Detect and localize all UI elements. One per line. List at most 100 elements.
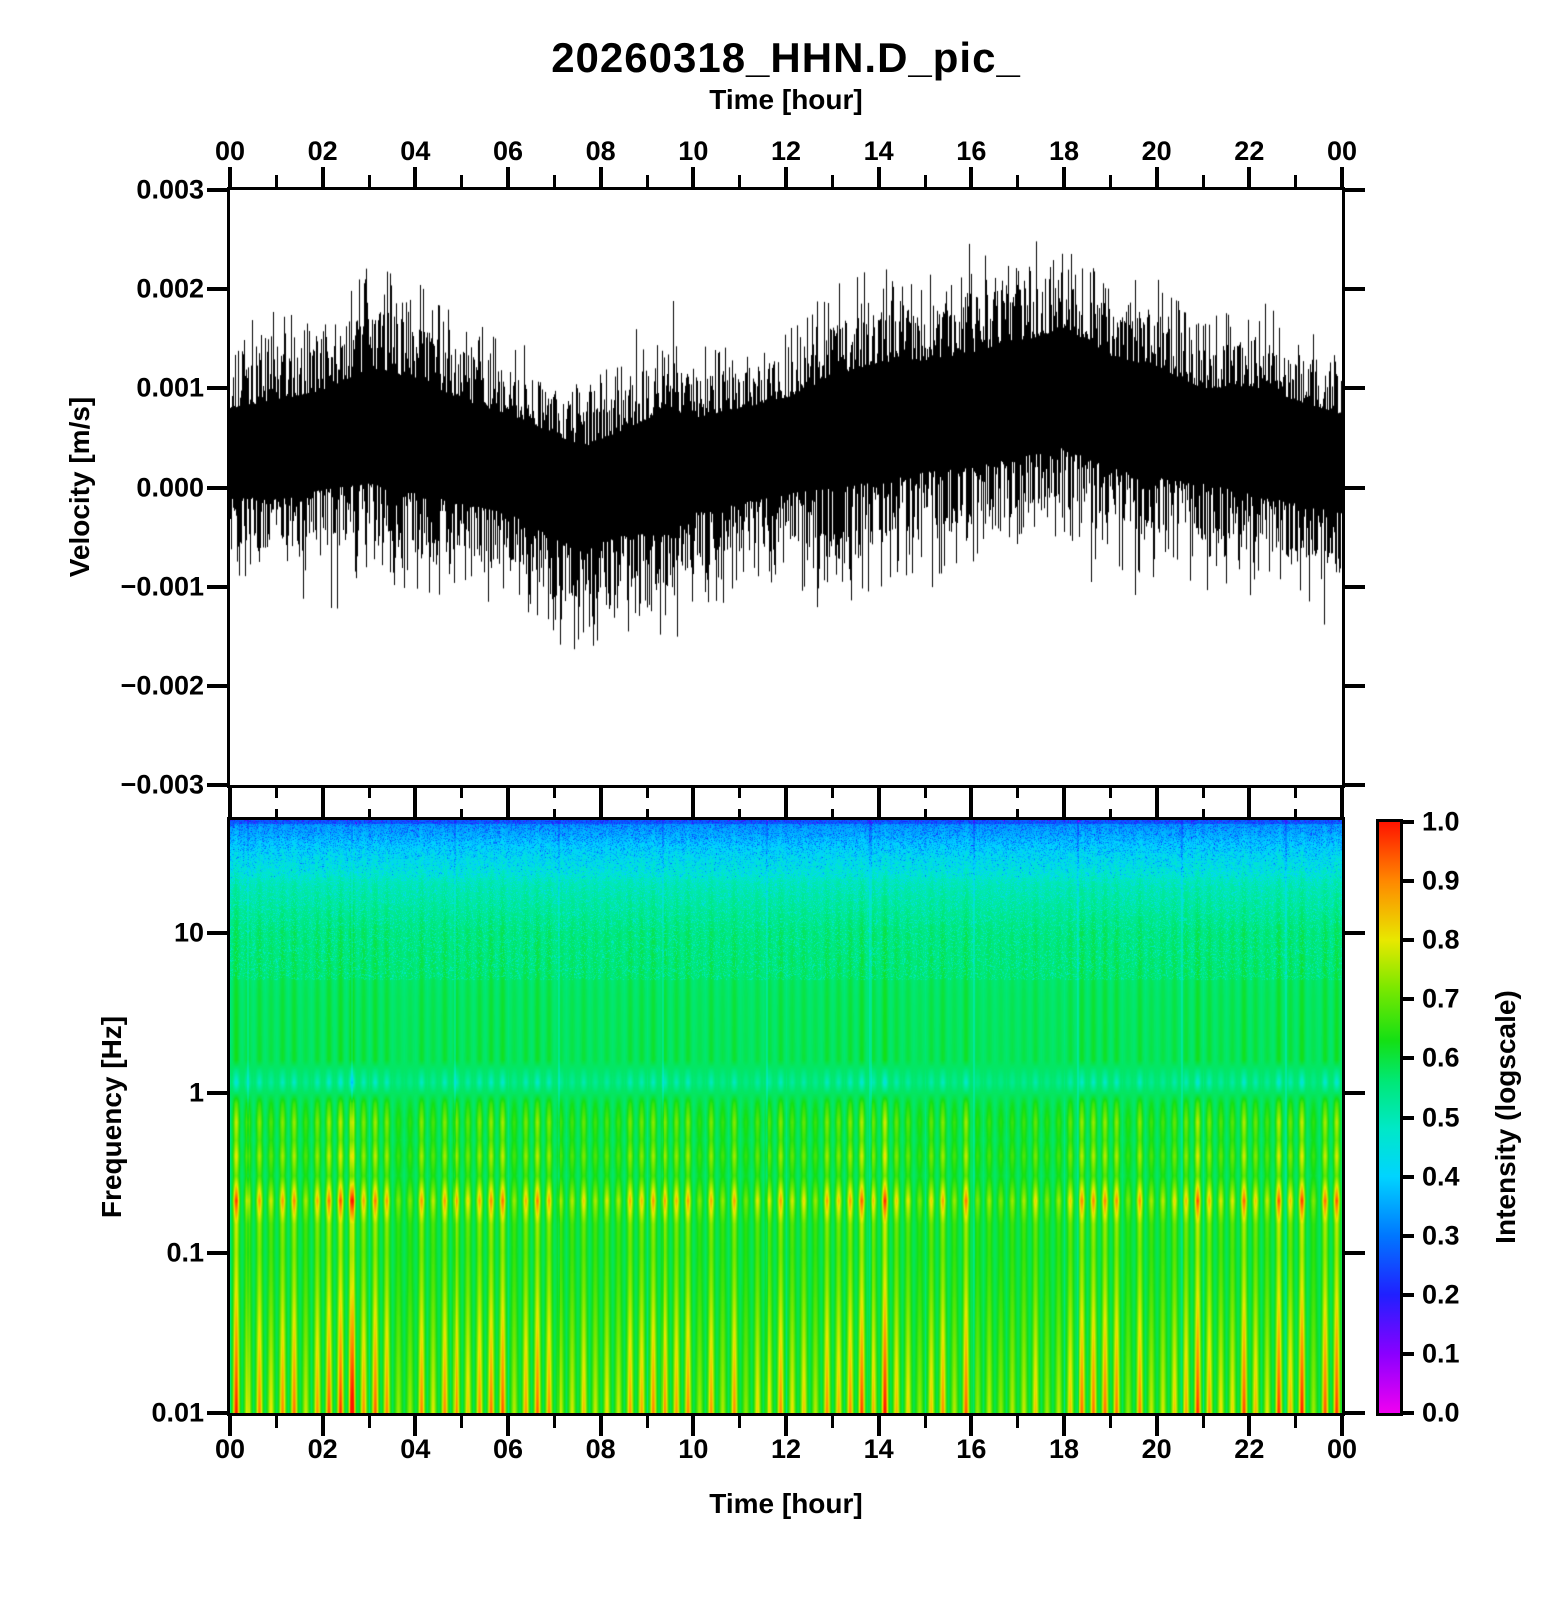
top-axis-major-tick (320, 167, 325, 187)
waveform-y-tick-label: −0.002 (120, 670, 204, 701)
top-axis-major-tick (1340, 167, 1344, 187)
waveform-y-tick-label: 0.000 (136, 472, 204, 502)
top-axis-major-tick (691, 167, 696, 187)
waveform-right-major-tick (1345, 287, 1365, 292)
spectrogram-top-major-tick (784, 804, 788, 817)
waveform-bottom-major-tick (320, 788, 325, 806)
waveform-right-major-tick (1345, 683, 1365, 688)
spectrogram-y-tick-label: 10 (173, 917, 204, 948)
colorbar-tick-label: 0.6 (1422, 1042, 1460, 1073)
spectrogram-bottom-major-tick (1340, 1416, 1344, 1436)
colorbar (1376, 819, 1403, 1416)
spectrogram-bottom-major-tick (413, 1416, 418, 1436)
spectrogram-y-axis-title: Frequency [Hz] (96, 1015, 127, 1219)
waveform-y-tick-label: 0.001 (136, 372, 204, 403)
colorbar-tick-label: 1.0 (1422, 806, 1460, 837)
waveform-bottom-minor-tick (1201, 788, 1205, 798)
waveform-bottom-major-tick (1340, 788, 1344, 806)
colorbar-tick (1400, 1351, 1414, 1356)
spectrogram-bottom-major-tick (506, 1416, 510, 1436)
bottom-axis-tick-label: 12 (770, 1434, 802, 1464)
bottom-axis-tick-label: 14 (863, 1434, 894, 1464)
colorbar-title: Intensity (logscale) (1490, 990, 1521, 1244)
bottom-axis-tick-label: 00 (214, 1434, 246, 1464)
waveform-bottom-minor-tick (367, 788, 371, 798)
top-axis-minor-tick (830, 175, 834, 187)
spectrogram-top-minor-tick (830, 809, 834, 817)
waveform-right-major-tick (1345, 188, 1365, 192)
spectrogram-bottom-minor-tick (830, 1416, 834, 1428)
bottom-axis-tick-label: 22 (1234, 1434, 1265, 1464)
bottom-axis-tick-label: 06 (492, 1434, 524, 1464)
waveform-bottom-minor-tick (274, 788, 278, 798)
bottom-axis-tick-label: 00 (1326, 1434, 1358, 1464)
colorbar-tick-label: 0.0 (1422, 1397, 1460, 1428)
spectrogram-bottom-minor-tick (1108, 1416, 1112, 1428)
spectrogram-bottom-major-tick (228, 1416, 232, 1436)
top-axis-major-tick (1247, 167, 1252, 187)
spectrogram-top-major-tick (320, 804, 325, 817)
top-axis-tick-label: 02 (307, 136, 338, 166)
top-axis-tick-label: 14 (863, 136, 894, 166)
waveform-bottom-major-tick (691, 788, 696, 806)
waveform-bottom-major-tick (1154, 788, 1159, 806)
spectrogram-y-tick-label: 1 (188, 1077, 204, 1108)
spectrogram-left-major-tick (207, 931, 227, 935)
colorbar-tick (1400, 1233, 1414, 1238)
bottom-axis-tick-label: 02 (307, 1434, 338, 1464)
colorbar-tick-label: 0.7 (1422, 983, 1460, 1014)
top-axis-minor-tick (645, 175, 649, 187)
spectrogram-top-major-tick (413, 804, 418, 817)
spectrogram-bottom-major-tick (969, 1416, 974, 1436)
spectrogram-bottom-minor-tick (923, 1416, 927, 1428)
page-title: 20260318_HHN.D_pic_ (551, 34, 1021, 81)
colorbar-tick (1400, 1115, 1414, 1120)
bottom-x-axis-title: Time [hour] (709, 1488, 863, 1519)
waveform-bottom-minor-tick (1294, 788, 1298, 798)
spectrogram-left-major-tick (207, 1091, 227, 1095)
waveform-left-major-tick (207, 783, 227, 787)
colorbar-tick-label: 0.2 (1422, 1279, 1460, 1310)
top-axis-major-tick (413, 167, 418, 187)
waveform-y-tick-label: −0.001 (120, 571, 204, 602)
spectrogram-top-minor-tick (460, 809, 464, 817)
colorbar-tick (1400, 938, 1414, 943)
waveform-bottom-major-tick (506, 788, 510, 806)
top-axis-major-tick (1154, 167, 1159, 187)
waveform-bottom-major-tick (598, 788, 603, 806)
waveform-bottom-major-tick (876, 788, 881, 806)
waveform-bottom-major-tick (413, 788, 418, 806)
waveform-left-major-tick (207, 386, 227, 391)
spectrogram-y-tick-label: 0.1 (166, 1237, 204, 1268)
spectrogram-top-major-tick (1340, 804, 1344, 817)
bottom-axis-tick-label: 20 (1141, 1434, 1172, 1464)
top-axis-tick-label: 12 (770, 136, 802, 166)
waveform-left-major-tick (207, 188, 227, 192)
spectrogram-bottom-major-tick (598, 1416, 603, 1436)
top-axis-major-tick (506, 167, 510, 187)
colorbar-tick-label: 0.1 (1422, 1338, 1460, 1369)
waveform-right-major-tick (1345, 783, 1365, 787)
colorbar-tick-label: 0.4 (1422, 1161, 1460, 1192)
colorbar-tick (1400, 1174, 1414, 1179)
top-axis-major-tick (969, 167, 974, 187)
top-axis-minor-tick (1201, 175, 1205, 187)
waveform-bottom-major-tick (784, 788, 788, 806)
colorbar-tick-label: 0.5 (1422, 1102, 1460, 1132)
top-axis-major-tick (784, 167, 788, 187)
waveform-bottom-major-tick (1247, 788, 1252, 806)
waveform-bottom-major-tick (969, 788, 974, 806)
colorbar-tick (1400, 1292, 1414, 1297)
colorbar-tick (1400, 820, 1414, 824)
spectrogram-top-minor-tick (552, 809, 556, 817)
spectrogram-bottom-major-tick (784, 1416, 788, 1436)
spectrogram-top-minor-tick (645, 809, 649, 817)
bottom-axis-tick-label: 18 (1048, 1434, 1080, 1464)
waveform-y-tick-label: 0.003 (136, 174, 204, 205)
top-axis-minor-tick (552, 175, 556, 187)
colorbar-tick (1400, 879, 1414, 884)
spectrogram-bottom-minor-tick (460, 1416, 464, 1428)
bottom-axis-tick-label: 04 (400, 1434, 431, 1464)
top-axis-minor-tick (1294, 175, 1298, 187)
spectrogram-top-major-tick (691, 804, 696, 817)
